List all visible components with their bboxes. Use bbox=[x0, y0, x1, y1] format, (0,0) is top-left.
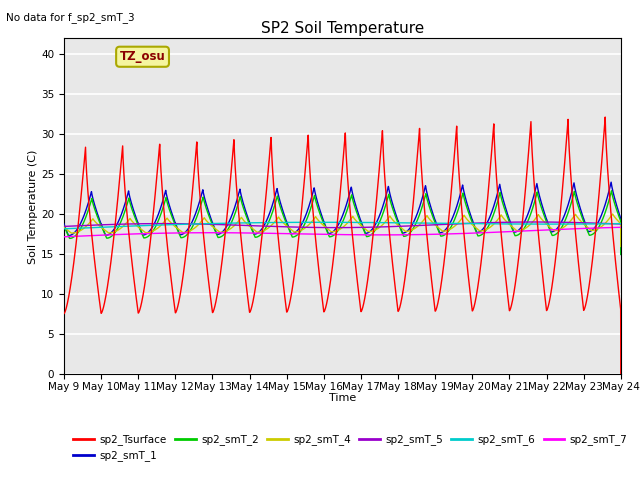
Text: TZ_osu: TZ_osu bbox=[120, 50, 165, 63]
Text: No data for f_sp2_smT_3: No data for f_sp2_smT_3 bbox=[6, 12, 135, 23]
X-axis label: Time: Time bbox=[329, 394, 356, 403]
Y-axis label: Soil Temperature (C): Soil Temperature (C) bbox=[28, 149, 38, 264]
Legend: sp2_Tsurface, sp2_smT_1, sp2_smT_2, sp2_smT_4, sp2_smT_5, sp2_smT_6, sp2_smT_7: sp2_Tsurface, sp2_smT_1, sp2_smT_2, sp2_… bbox=[69, 430, 632, 466]
Title: SP2 Soil Temperature: SP2 Soil Temperature bbox=[260, 21, 424, 36]
